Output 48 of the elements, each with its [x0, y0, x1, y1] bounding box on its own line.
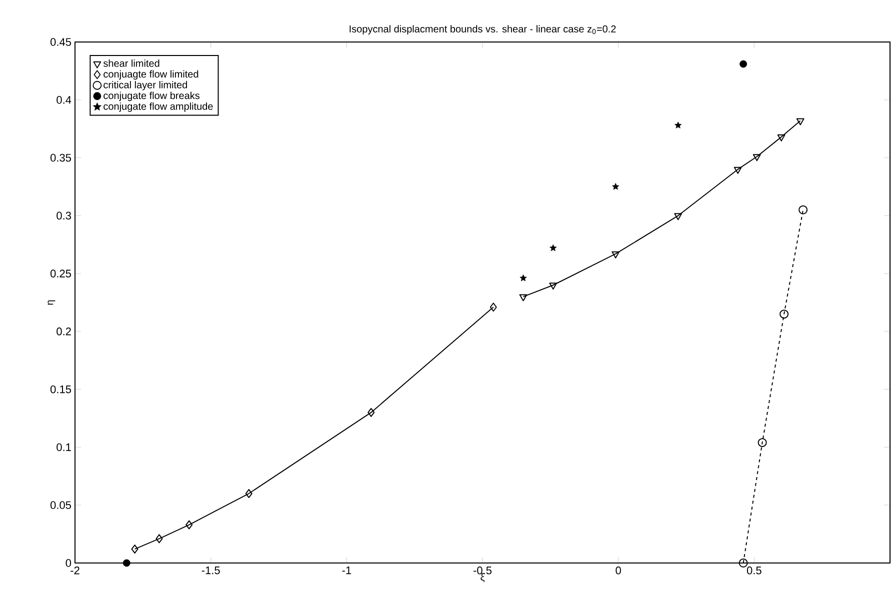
x-tick-label: -2 [70, 566, 80, 574]
point [612, 251, 620, 258]
x-axis-title: ξ [480, 573, 485, 582]
y-tick-label: 0.3 [56, 212, 71, 220]
point [734, 166, 742, 174]
point [368, 408, 375, 417]
point [738, 558, 748, 568]
legend-label: conjugate flow breaks [104, 92, 200, 102]
point [758, 438, 767, 448]
y-tick-label: 0.15 [50, 385, 72, 394]
point [490, 302, 497, 312]
point [122, 559, 130, 567]
point [186, 520, 193, 530]
legend-label: conjuagte flow limited [104, 70, 198, 80]
y-axis-title: η [48, 300, 56, 305]
y-tick-label: 0.35 [50, 154, 72, 162]
point [520, 274, 527, 282]
point [777, 134, 786, 142]
y-tick-label: 0.45 [50, 38, 72, 46]
point [612, 183, 620, 190]
point [245, 489, 252, 498]
y-tick-label: 0.25 [50, 270, 72, 278]
x-tick-label: 0.5 [746, 566, 762, 574]
point [796, 118, 804, 126]
point [740, 60, 747, 68]
point [156, 534, 163, 544]
x-tick-label: 0 [616, 566, 621, 574]
y-tick-label: 0.4 [56, 96, 72, 104]
point [752, 154, 761, 162]
y-tick-label: 0.05 [50, 501, 72, 509]
point [674, 122, 682, 128]
point [519, 294, 528, 302]
x-tick-label: -1 [342, 566, 352, 574]
y-tick-label: 0.2 [56, 328, 71, 336]
point [674, 213, 682, 220]
x-tick-label: -0.5 [474, 566, 492, 574]
point [131, 544, 138, 554]
y-tick-label: 0 [66, 559, 72, 567]
chart-title: Isopycnal displacment bounds vs. shear - linear case z$_{0}$=0.2 [350, 25, 616, 34]
point [780, 310, 789, 319]
legend-label: conjugate flow amplitude [104, 102, 213, 112]
legend-label: critical layer limited [104, 81, 187, 90]
y-tick-label: 0.1 [56, 443, 71, 452]
point [798, 205, 808, 214]
legend-label: shear limited [103, 60, 160, 67]
point [549, 282, 558, 290]
point [550, 244, 557, 252]
x-tick-label: -1.5 [202, 566, 220, 574]
